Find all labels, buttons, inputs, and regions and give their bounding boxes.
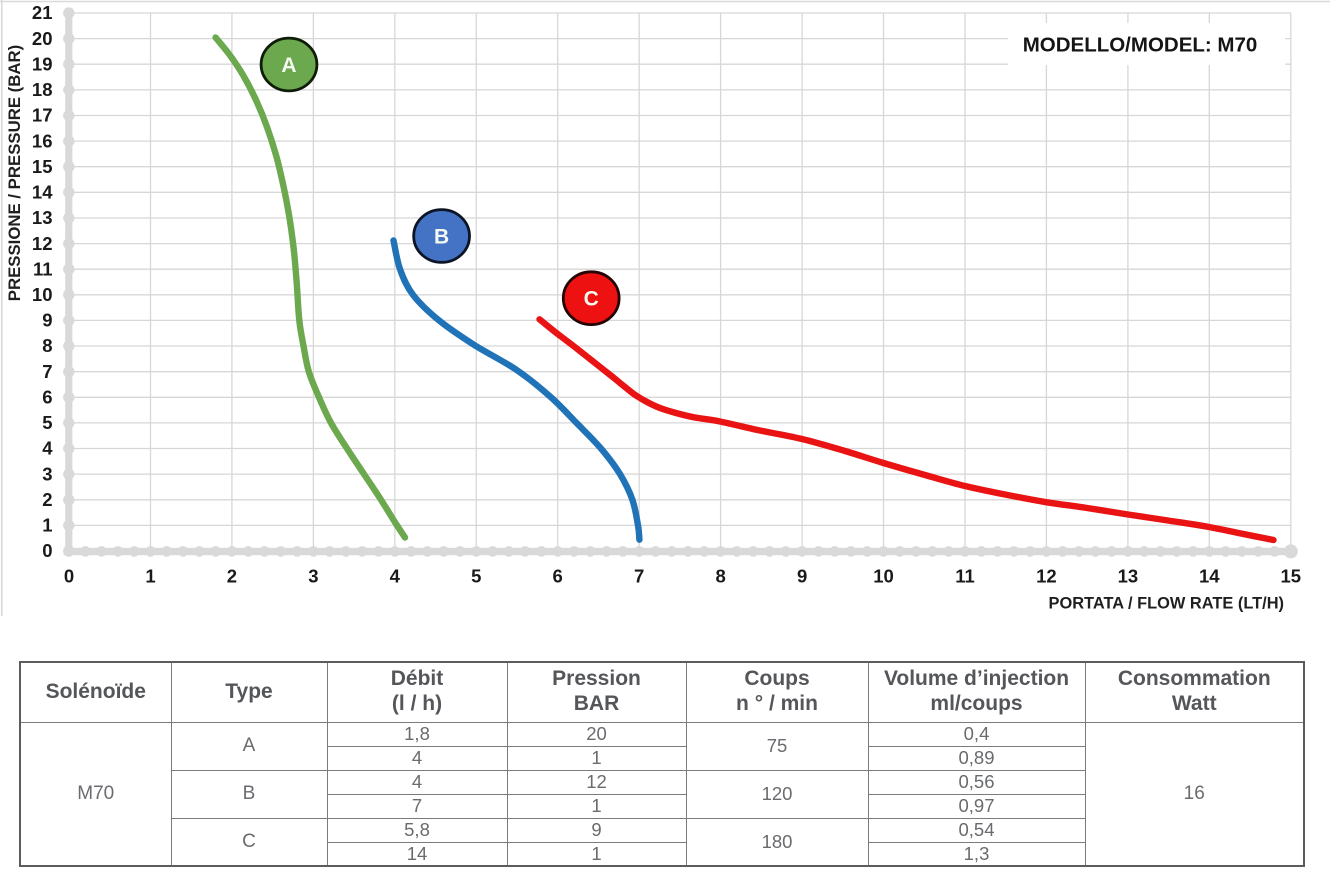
svg-text:8: 8 [42,335,52,356]
svg-text:7: 7 [634,566,644,587]
svg-text:B: B [434,226,449,249]
svg-text:13: 13 [1118,566,1139,587]
svg-text:1: 1 [42,515,52,536]
svg-text:11: 11 [955,566,975,587]
svg-text:A: A [281,54,296,77]
svg-text:0: 0 [42,540,52,561]
svg-text:20: 20 [32,28,53,49]
svg-text:10: 10 [873,566,894,587]
svg-text:14: 14 [1199,566,1220,587]
svg-text:19: 19 [32,53,53,74]
svg-text:13: 13 [32,207,53,228]
svg-text:6: 6 [42,387,52,408]
svg-text:C: C [584,288,599,311]
svg-text:9: 9 [42,310,52,331]
svg-text:0: 0 [64,566,74,587]
svg-text:18: 18 [32,79,53,100]
svg-text:1: 1 [145,566,155,587]
svg-text:MODELLO/MODEL: M70: MODELLO/MODEL: M70 [1023,34,1258,57]
svg-text:16: 16 [32,130,53,151]
svg-text:PRESSIONE / PRESSURE (BAR): PRESSIONE / PRESSURE (BAR) [5,45,24,301]
svg-text:11: 11 [33,258,53,279]
svg-text:12: 12 [1036,566,1057,587]
svg-text:PORTATA / FLOW RATE (LT/H): PORTATA / FLOW RATE (LT/H) [1049,595,1284,613]
svg-text:14: 14 [32,182,53,203]
svg-text:2: 2 [227,566,237,587]
svg-text:3: 3 [42,463,52,484]
svg-text:8: 8 [715,566,725,587]
svg-text:6: 6 [553,566,563,587]
svg-text:12: 12 [32,233,53,254]
svg-text:15: 15 [1281,566,1302,587]
svg-text:15: 15 [32,156,53,177]
svg-text:7: 7 [42,361,52,382]
svg-text:17: 17 [32,105,53,126]
svg-text:4: 4 [42,438,53,459]
svg-text:4: 4 [390,566,401,587]
svg-text:5: 5 [471,566,481,587]
svg-text:10: 10 [32,284,53,305]
svg-text:2: 2 [42,489,52,510]
svg-text:5: 5 [42,412,52,433]
svg-text:3: 3 [308,566,318,587]
svg-text:9: 9 [797,566,807,587]
svg-text:21: 21 [32,2,53,23]
